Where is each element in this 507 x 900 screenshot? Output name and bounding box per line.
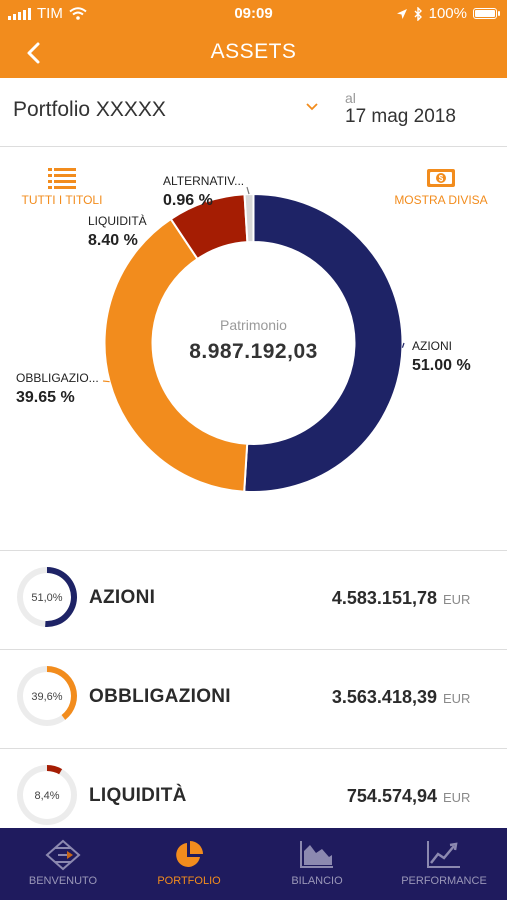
center-value: 8.987.192,03 xyxy=(189,340,318,363)
tab-label: PERFORMANCE xyxy=(401,875,487,887)
date-label: al xyxy=(345,90,356,106)
asset-currency: EUR xyxy=(443,592,471,607)
slice-percent-label: 0.96 % xyxy=(163,192,213,209)
asset-currency: EUR xyxy=(443,691,471,706)
back-button[interactable] xyxy=(18,36,50,70)
tab-portfolio[interactable]: PORTFOLIO xyxy=(126,828,252,900)
battery-icon xyxy=(473,8,500,19)
all-securities-button[interactable]: TUTTI I TITOLI xyxy=(12,167,112,207)
tab-performance[interactable]: PERFORMANCE xyxy=(381,828,507,900)
asset-name: OBBLIGAZIONI xyxy=(89,686,231,707)
slice-label: AZIONI xyxy=(412,339,452,353)
portfolio-dropdown[interactable]: Portfolio XXXXX xyxy=(13,98,166,121)
asset-amount: 3.563.418,39 xyxy=(331,687,437,707)
tab-benvenuto[interactable]: BENVENUTO xyxy=(0,828,126,900)
asset-amount: 754.574,94 xyxy=(346,786,437,806)
ring-fill xyxy=(47,765,63,775)
status-left: TIM xyxy=(8,5,87,22)
status-time: 09:09 xyxy=(234,5,273,22)
asset-percent-ring: 39,6% xyxy=(16,666,78,726)
portfolio-selector-row: Portfolio XXXXX al 17 mag 2018 xyxy=(0,78,507,147)
ring-percent-text: 39,6% xyxy=(31,691,62,703)
asset-percent-ring: 8,4% xyxy=(16,765,77,825)
show-currency-label: MOSTRA DIVISA xyxy=(394,193,488,207)
status-right: 100% xyxy=(396,5,500,22)
donut-slice[interactable] xyxy=(103,217,249,493)
ring-percent-text: 51,0% xyxy=(31,592,62,604)
slice-percent-label: 39.65 % xyxy=(16,389,75,406)
banknote-icon: $ xyxy=(427,169,455,187)
tab-label: PORTFOLIO xyxy=(157,875,221,887)
asset-name: LIQUIDITÀ xyxy=(89,785,187,806)
svg-text:$: $ xyxy=(439,174,444,183)
slice-percent-label: 51.00 % xyxy=(412,357,471,374)
ring-fill xyxy=(45,567,77,627)
center-label: Patrimonio xyxy=(220,317,287,333)
carrier-name: TIM xyxy=(37,5,63,22)
line-chart-icon xyxy=(427,841,460,868)
area-chart-icon xyxy=(300,841,333,868)
benvenuto-logo-icon xyxy=(45,839,81,871)
asset-amount: 4.583.151,78 xyxy=(331,588,437,608)
slice-label: OBBLIGAZIO... xyxy=(16,371,99,385)
slice-label: LIQUIDITÀ xyxy=(88,213,147,228)
slice-leader-line xyxy=(401,342,405,348)
all-securities-label: TUTTI I TITOLI xyxy=(21,193,103,207)
slice-leader-line xyxy=(102,380,110,383)
asset-currency: EUR xyxy=(443,790,471,805)
signal-icon xyxy=(8,7,31,20)
bottom-tab-bar: BENVENUTO PORTFOLIO BILANCIO PERFORMANCE xyxy=(0,828,507,900)
slice-leader-line xyxy=(181,201,207,222)
slice-leader-line xyxy=(246,186,250,195)
tab-label: BENVENUTO xyxy=(28,875,98,887)
slice-label: ALTERNATIV... xyxy=(163,174,244,188)
asset-name: AZIONI xyxy=(89,587,156,608)
chevron-down-icon[interactable] xyxy=(305,102,319,112)
donut-slice[interactable] xyxy=(243,192,404,493)
wifi-icon xyxy=(69,7,87,20)
date-selector[interactable]: 17 mag 2018 xyxy=(345,106,456,127)
donut-slice[interactable] xyxy=(243,192,255,244)
asset-percent-ring: 51,0% xyxy=(16,567,77,627)
bluetooth-icon xyxy=(414,6,422,21)
asset-row-obbligazioni[interactable]: 39,6% OBBLIGAZIONI 3.563.418,39 EUR xyxy=(0,649,507,748)
tab-label: BILANCIO xyxy=(291,875,343,887)
list-icon xyxy=(48,168,76,189)
status-bar: TIM 09:09 100% xyxy=(0,0,507,28)
battery-percent: 100% xyxy=(428,5,467,22)
pie-chart-icon xyxy=(176,841,203,867)
show-currency-button[interactable]: $ MOSTRA DIVISA xyxy=(388,167,494,207)
app-header: ASSETS xyxy=(0,28,507,78)
ring-fill xyxy=(47,666,78,720)
location-arrow-icon xyxy=(396,8,407,19)
allocation-chart-section: AZIONI 51.00 % OBBLIGAZIO... 39.65 % LIQUIDI… xyxy=(0,147,507,550)
asset-row-azioni[interactable]: 51,0% AZIONI 4.583.151,78 EUR xyxy=(0,550,507,649)
page-title: ASSETS xyxy=(210,40,297,63)
asset-class-list: 51,0% AZIONI 4.583.151,78 EUR 39,6% OBBL… xyxy=(0,550,507,847)
allocation-donut-chart: AZIONI 51.00 % OBBLIGAZIO... 39.65 % LIQUIDI… xyxy=(16,174,471,493)
ring-percent-text: 8,4% xyxy=(34,790,59,802)
slice-percent-label: 8.40 % xyxy=(88,232,138,249)
tab-bilancio[interactable]: BILANCIO xyxy=(254,828,380,900)
